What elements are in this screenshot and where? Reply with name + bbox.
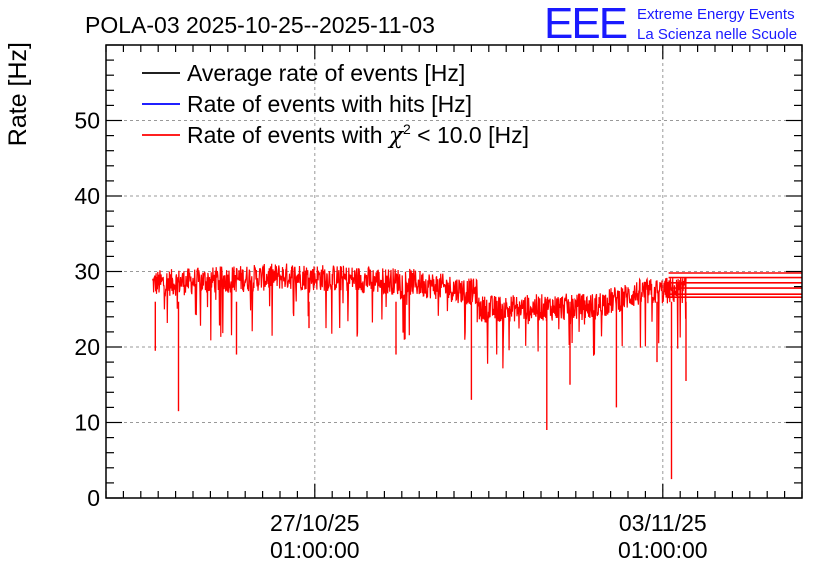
x-tick-label-time: 01:00:00 bbox=[270, 537, 360, 563]
legend: Average rate of events [Hz] Rate of event… bbox=[142, 60, 529, 149]
x-tick-label-date: 27/10/25 bbox=[270, 510, 360, 536]
x-tick-label-time: 01:00:00 bbox=[618, 537, 708, 563]
legend-label: Rate of events with hits [Hz] bbox=[187, 91, 472, 117]
x-tick-label-date: 03/11/25 bbox=[619, 510, 707, 536]
y-tick-label: 0 bbox=[87, 485, 100, 511]
y-tick-label: 40 bbox=[74, 183, 100, 209]
logo-mark: EEE bbox=[544, 0, 627, 48]
logo-line1: Extreme Energy Events bbox=[637, 6, 795, 23]
series-line bbox=[151, 263, 687, 369]
y-tick-label: 30 bbox=[74, 259, 100, 285]
y-tick-label: 20 bbox=[74, 334, 100, 360]
y-tick-label: 10 bbox=[74, 410, 100, 436]
legend-label: Average rate of events [Hz] bbox=[187, 60, 465, 86]
axes: 0102030405027/10/2501:00:0003/11/2501:00… bbox=[74, 44, 803, 563]
legend-label: Rate of events with χ2 < 10.0 [Hz] bbox=[187, 121, 529, 149]
y-axis-label: Rate [Hz] bbox=[4, 42, 32, 146]
series-red bbox=[151, 263, 802, 480]
logo-line2: La Scienza nelle Scuole bbox=[637, 26, 797, 43]
chart-title: POLA-03 2025-10-25--2025-11-03 bbox=[85, 12, 435, 38]
eee-logo: EEE Extreme Energy Events La Scienza nel… bbox=[544, 0, 797, 48]
y-tick-label: 50 bbox=[74, 108, 100, 134]
